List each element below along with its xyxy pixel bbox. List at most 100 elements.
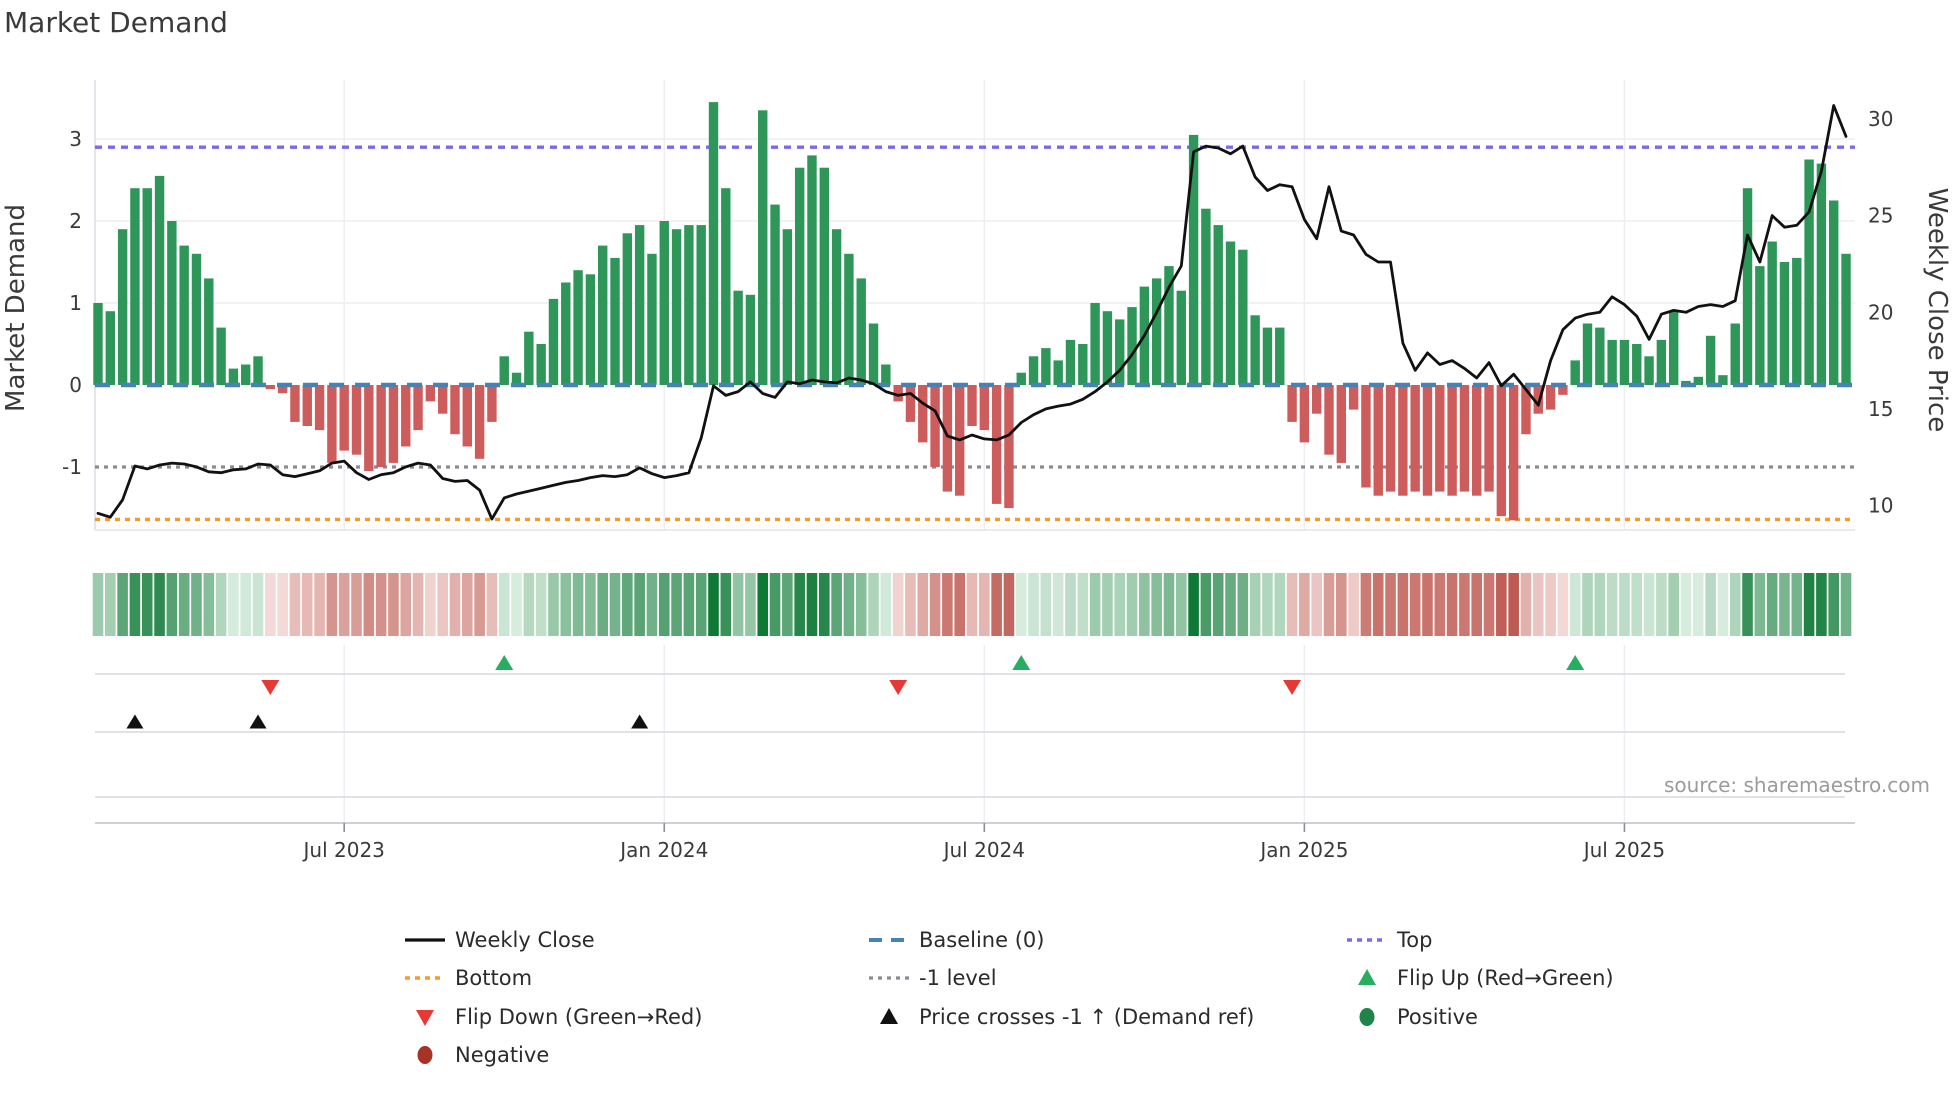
demand-bar-positive	[868, 323, 879, 385]
heatmap-cell	[843, 573, 855, 636]
demand-bar-positive	[1028, 356, 1039, 385]
demand-bar-positive	[191, 253, 202, 385]
heatmap-cell	[966, 573, 978, 636]
right-tick-label: 10	[1868, 494, 1893, 518]
heatmap-cell	[1631, 573, 1643, 636]
right-tick-label: 25	[1868, 204, 1893, 228]
heatmap-cell	[942, 573, 953, 636]
heatmap-cell	[1803, 573, 1815, 636]
heatmap-cell	[1816, 573, 1827, 636]
heatmap-cell	[301, 573, 313, 636]
heatmap-cell	[215, 573, 227, 636]
signal-markers	[126, 655, 1585, 729]
heatmap-cell	[1446, 573, 1458, 636]
demand-bar-positive	[1632, 344, 1642, 385]
weekly-close-line	[96, 104, 1848, 521]
legend-label: Price crosses -1 ↑ (Demand ref)	[919, 1005, 1254, 1029]
heatmap-cell	[1668, 573, 1679, 636]
demand-bar-negative	[991, 385, 1002, 504]
legend-label: Flip Down (Green→Red)	[455, 1005, 702, 1029]
heatmap-cell	[708, 573, 719, 636]
heatmap-cell	[1262, 573, 1273, 636]
demand-bar-negative	[413, 385, 423, 431]
heatmap-cell	[720, 573, 732, 636]
x-tick-label: Jan 2025	[1258, 838, 1348, 862]
demand-bar-positive	[1619, 339, 1630, 385]
demand-bar-negative	[364, 385, 374, 472]
heatmap-cell	[1188, 573, 1199, 636]
demand-bar-negative	[1004, 385, 1014, 508]
demand-heatmap-strip	[92, 573, 1852, 636]
heatmap-cell	[1656, 573, 1667, 636]
left-tick-label: 3	[69, 127, 82, 151]
heatmap-cell	[1225, 573, 1236, 636]
heatmap-cell	[1532, 573, 1544, 636]
demand-bar-positive	[179, 245, 189, 385]
demand-bar-positive	[844, 253, 854, 385]
demand-bar-positive	[511, 372, 522, 385]
right-axis-label: Weekly Close Price	[1922, 188, 1952, 433]
heatmap-cell	[1015, 573, 1027, 636]
demand-bar-positive	[1090, 303, 1100, 385]
heatmap-cell	[326, 573, 338, 636]
weekly-close-path	[96, 104, 1848, 521]
demand-bar-positive	[1582, 323, 1593, 385]
demand-bar-negative	[1410, 385, 1420, 492]
flip-down-marker	[889, 680, 908, 695]
heatmap-cell	[560, 573, 572, 636]
heatmap-cell	[228, 573, 239, 636]
demand-bar-negative	[401, 385, 411, 447]
heatmap-cell	[1766, 573, 1778, 636]
x-axis-ticks: Jul 2023 Jan 2024 Jul 2024 Jan 2025 Jul 2025	[302, 838, 1666, 862]
heatmap-cell	[782, 573, 793, 636]
heatmap-cell	[265, 573, 276, 636]
legend-item-flip-down: Flip Down (Green→Red)	[416, 1005, 702, 1029]
heatmap-cell	[400, 573, 412, 636]
heatmap-cell	[1693, 573, 1704, 636]
demand-bar-positive	[228, 368, 239, 385]
flip-up-marker	[1566, 655, 1585, 670]
price-cross-marker	[249, 714, 267, 729]
heatmap-cell	[1003, 573, 1015, 636]
heatmap-cell	[1372, 573, 1384, 636]
heatmap-cell	[1040, 573, 1052, 636]
heatmap-cell	[154, 573, 165, 636]
demand-bar-positive	[708, 102, 719, 385]
demand-bar-positive	[499, 356, 509, 385]
heatmap-cell	[1089, 573, 1101, 636]
demand-bar-positive	[1102, 311, 1113, 385]
heatmap-cell	[954, 573, 965, 636]
heatmap-cell	[92, 573, 104, 636]
demand-bar-negative	[905, 385, 916, 422]
demand-bar-positive	[1607, 339, 1617, 385]
heatmap-cell	[375, 573, 387, 636]
demand-bar-negative	[1508, 385, 1519, 521]
heatmap-cell	[1212, 573, 1224, 636]
demand-bar-positive	[1151, 278, 1162, 385]
demand-bar-positive	[1053, 360, 1063, 385]
demand-bar-positive	[167, 221, 177, 385]
demand-bar-positive	[1127, 307, 1137, 385]
heatmap-cell	[252, 573, 264, 636]
demand-bar-positive	[1742, 188, 1753, 385]
demand-bar-positive	[1705, 335, 1716, 385]
demand-bar-positive	[794, 167, 805, 385]
heatmap-cell	[622, 573, 633, 636]
legend: Weekly Close Baseline (0) Top Bottom -1 …	[405, 928, 1614, 1067]
demand-bar-positive	[610, 257, 620, 385]
demand-bar-positive	[598, 245, 608, 385]
demand-bar-positive	[585, 274, 596, 385]
demand-bar-negative	[1336, 385, 1347, 463]
heatmap-cell	[831, 573, 842, 636]
demand-bar-positive	[758, 110, 768, 386]
heatmap-cell	[695, 573, 707, 636]
demand-bar-positive	[561, 282, 571, 385]
heatmap-cell	[1459, 573, 1470, 636]
heatmap-cell	[979, 573, 990, 636]
demand-bar-negative	[290, 385, 300, 422]
heatmap-cell	[1139, 573, 1150, 636]
heatmap-cell	[1385, 573, 1396, 636]
heatmap-cell	[462, 573, 473, 636]
heatmap-cell	[1126, 573, 1138, 636]
